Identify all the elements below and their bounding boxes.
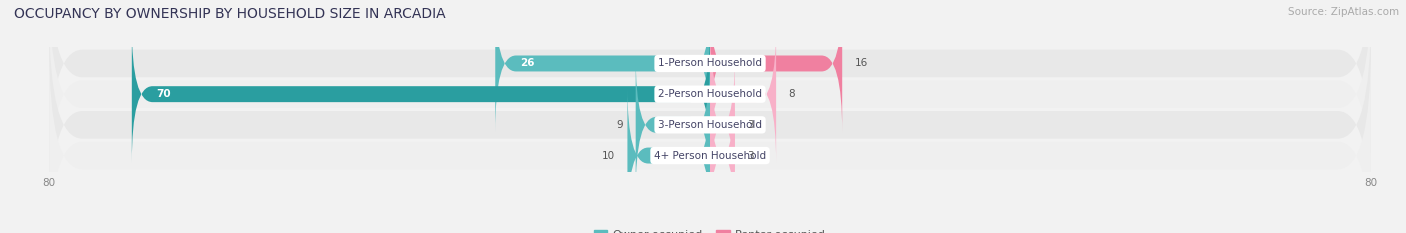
FancyBboxPatch shape [49,16,1371,233]
Text: 8: 8 [789,89,796,99]
FancyBboxPatch shape [710,0,842,132]
Text: 9: 9 [617,120,623,130]
Text: 10: 10 [602,151,614,161]
FancyBboxPatch shape [49,47,1371,233]
Legend: Owner-occupied, Renter-occupied: Owner-occupied, Renter-occupied [589,226,831,233]
Text: 26: 26 [520,58,534,69]
Text: 70: 70 [156,89,172,99]
Text: 4+ Person Household: 4+ Person Household [654,151,766,161]
FancyBboxPatch shape [495,0,710,132]
Text: 2-Person Household: 2-Person Household [658,89,762,99]
Text: OCCUPANCY BY OWNERSHIP BY HOUSEHOLD SIZE IN ARCADIA: OCCUPANCY BY OWNERSHIP BY HOUSEHOLD SIZE… [14,7,446,21]
Text: 3: 3 [747,151,754,161]
Text: Source: ZipAtlas.com: Source: ZipAtlas.com [1288,7,1399,17]
FancyBboxPatch shape [49,0,1371,203]
FancyBboxPatch shape [627,87,710,224]
Text: 1-Person Household: 1-Person Household [658,58,762,69]
Text: 16: 16 [855,58,868,69]
FancyBboxPatch shape [636,56,710,194]
Text: 3-Person Household: 3-Person Household [658,120,762,130]
FancyBboxPatch shape [132,25,710,163]
FancyBboxPatch shape [710,87,735,224]
Text: 3: 3 [747,120,754,130]
FancyBboxPatch shape [710,25,776,163]
FancyBboxPatch shape [49,0,1371,172]
FancyBboxPatch shape [710,56,735,194]
